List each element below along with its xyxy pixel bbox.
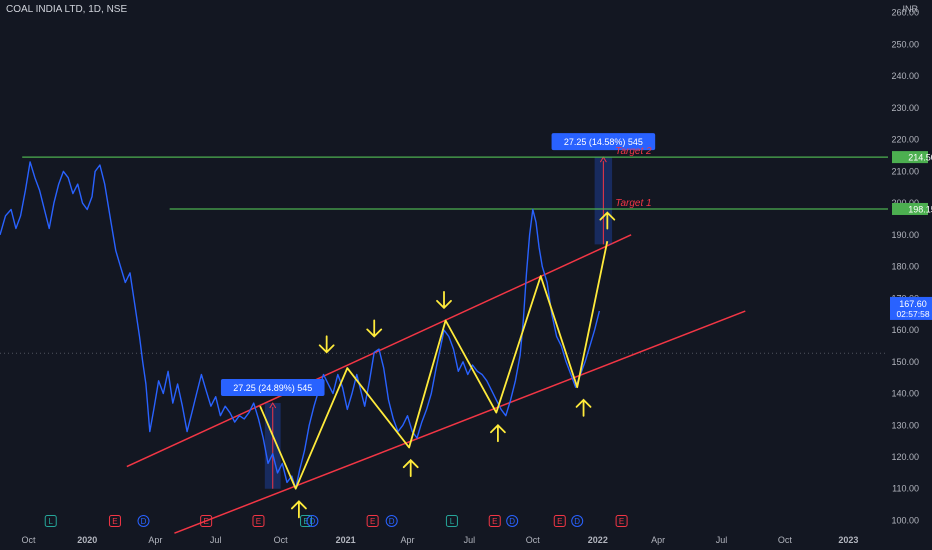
y-tick-label-16: 250.00 xyxy=(891,39,919,49)
price-tag-2: 198.15 xyxy=(908,204,932,214)
arrow-down-3 xyxy=(436,290,452,310)
dividend-marker-14 xyxy=(571,515,584,527)
arrow-down-1 xyxy=(318,335,335,354)
measure-label-1: 27.25 (24.89%) 545 xyxy=(233,383,312,393)
x-tick-label-11: Apr xyxy=(651,535,665,545)
event-letter-4: E xyxy=(203,517,208,526)
x-tick-label-13: Oct xyxy=(778,535,793,545)
zigzag-layer xyxy=(259,241,609,490)
y-tick-label-7: 160.00 xyxy=(891,325,919,335)
event-letter-7: D xyxy=(309,517,315,526)
event-letter-15: E xyxy=(619,517,624,526)
x-tick-label-1: Oct xyxy=(22,535,37,545)
last-price-box xyxy=(890,296,932,320)
split-marker-10 xyxy=(445,515,458,527)
measure-label-box-1 xyxy=(220,379,325,397)
event-letter-1: L xyxy=(49,517,54,526)
currency-label: INR xyxy=(902,4,919,14)
arrow-down-2 xyxy=(366,319,383,338)
y-tick-label-1: 100.00 xyxy=(891,515,919,525)
arrow-up-3 xyxy=(490,423,506,443)
earnings-marker-15 xyxy=(615,515,628,527)
price-tag-box-1 xyxy=(892,151,928,164)
split-marker-1 xyxy=(44,515,57,527)
countdown-label: 02:57:58 xyxy=(896,309,929,319)
y-tick-label-2: 110.00 xyxy=(892,484,919,494)
y-tick-label-12: 210.00 xyxy=(891,166,919,176)
y-tick-label-15: 240.00 xyxy=(891,71,919,81)
target-label-2: Target 1 xyxy=(615,198,651,209)
dividend-marker-7 xyxy=(306,515,319,527)
x-tick-label-14: 2023 xyxy=(838,535,858,545)
event-letter-9: D xyxy=(389,517,395,526)
zigzag-pattern-line xyxy=(259,241,609,490)
x-axis: Oct 2020 Apr Jul Oct 2021 Apr Jul Oct 2022 Apr Jul O… xyxy=(22,535,859,545)
arrow-up-1 xyxy=(291,500,307,519)
x-tick-label-7: Apr xyxy=(401,535,415,545)
earnings-marker-6 xyxy=(300,515,313,527)
event-letter-10: L xyxy=(450,517,455,526)
y-tick-label-5: 140.00 xyxy=(891,389,919,399)
event-letter-13: E xyxy=(557,517,562,526)
arrow-layer xyxy=(291,211,616,519)
earnings-marker-2 xyxy=(108,515,121,527)
earnings-marker-4 xyxy=(200,515,213,527)
y-tick-label-3: 120.00 xyxy=(891,452,919,462)
y-tick-label-17: 260.00 xyxy=(891,8,919,18)
y-tick-label-4: 130.00 xyxy=(891,420,919,430)
target-layer: Target 2 Target 1 xyxy=(22,146,888,210)
last-price-label: 167.60 xyxy=(899,299,927,309)
y-tick-label-10: 190.00 xyxy=(891,230,919,240)
y-tick-label-13: 220.00 xyxy=(891,135,919,145)
channel-layer xyxy=(126,234,746,534)
channel-lower-line xyxy=(174,310,746,534)
price-tag-1: 214.50 xyxy=(908,153,932,163)
price-line xyxy=(0,161,601,490)
y-axis[interactable]: 100.00 110.00 120.00 130.00 140.00 150.00 160.… xyxy=(888,0,932,550)
earnings-marker-8 xyxy=(366,515,379,527)
event-letter-6: E xyxy=(303,517,308,526)
price-tag-box-2 xyxy=(892,202,928,215)
y-tick-label-14: 230.00 xyxy=(891,103,919,113)
earnings-marker-5 xyxy=(252,515,265,527)
x-tick-label-6: 2021 xyxy=(336,535,356,545)
price-series-layer xyxy=(0,161,601,490)
arrow-up-4 xyxy=(575,398,592,417)
measure-label-2: 27.25 (14.58%) 545 xyxy=(564,137,643,147)
x-tick-label-4: Jul xyxy=(210,535,222,545)
x-tick-label-10: 2022 xyxy=(588,535,608,545)
symbol-title[interactable]: COAL INDIA LTD, 1D, NSE xyxy=(6,4,128,15)
dividend-marker-9 xyxy=(385,515,398,527)
y-axis-panel xyxy=(888,0,932,550)
event-letter-3: D xyxy=(141,517,147,526)
measure-label-box-2 xyxy=(551,133,656,151)
measure-layer: 27.25 (24.89%) 545 27.25 (14.58%) 545 xyxy=(220,133,656,489)
y-tick-label-9: 180.00 xyxy=(891,262,919,272)
x-tick-label-3: Apr xyxy=(148,535,162,545)
y-tick-label-6: 150.00 xyxy=(891,357,919,367)
event-letter-14: D xyxy=(574,517,580,526)
measure-arrowhead-1 xyxy=(269,402,277,409)
target-label-1: Target 2 xyxy=(615,146,652,157)
arrow-up-2 xyxy=(402,458,419,478)
x-tick-label-8: Jul xyxy=(464,535,476,545)
event-letter-8: E xyxy=(370,517,375,526)
earnings-marker-11 xyxy=(488,515,501,527)
event-letter-11: E xyxy=(492,517,497,526)
x-tick-label-9: Oct xyxy=(526,535,541,545)
x-tick-label-12: Jul xyxy=(716,535,728,545)
x-tick-label-2: 2020 xyxy=(77,535,97,545)
event-letter-5: E xyxy=(256,517,261,526)
earnings-marker-13 xyxy=(553,515,566,527)
arrow-up-5 xyxy=(599,211,616,230)
event-letter-12: D xyxy=(509,517,515,526)
event-letter-2: E xyxy=(112,517,117,526)
dividend-marker-3 xyxy=(137,515,150,527)
dividend-marker-12 xyxy=(506,515,519,527)
x-tick-label-5: Oct xyxy=(274,535,289,545)
